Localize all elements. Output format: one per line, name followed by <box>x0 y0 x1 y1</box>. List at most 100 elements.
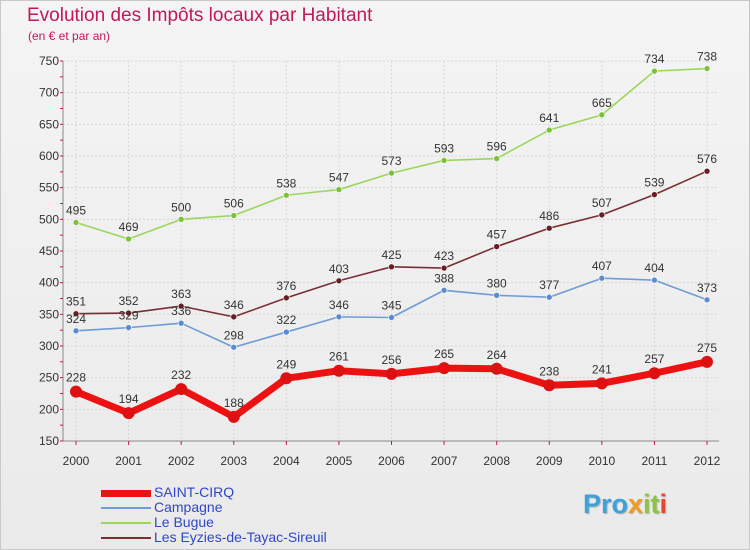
data-label: 329 <box>119 309 139 323</box>
data-label: 539 <box>644 176 664 190</box>
data-point <box>177 216 185 223</box>
x-tick-label: 2006 <box>378 454 405 468</box>
data-point <box>545 126 553 134</box>
data-point <box>595 377 608 390</box>
x-tick-label: 2003 <box>220 454 247 468</box>
data-point <box>385 367 398 380</box>
data-label: 249 <box>276 357 296 371</box>
x-tick-label: 2000 <box>63 454 90 468</box>
logo-part-2: x <box>628 489 644 519</box>
data-point <box>648 367 661 380</box>
data-label: 298 <box>224 328 244 342</box>
legend-label: Les Eyzies-de-Tayac-Sireuil <box>154 529 327 545</box>
data-point <box>598 211 606 219</box>
data-label: 425 <box>381 248 401 262</box>
legend-swatch <box>101 490 151 497</box>
legend-label: Campagne <box>154 499 223 515</box>
data-label: 506 <box>224 197 244 211</box>
y-tick-label: 750 <box>39 54 59 68</box>
data-point <box>651 67 658 75</box>
legend-swatch <box>101 507 151 509</box>
data-point <box>493 292 500 299</box>
series-layer <box>70 65 713 423</box>
data-label: 538 <box>276 176 296 190</box>
data-point <box>701 355 713 368</box>
data-point <box>283 294 290 302</box>
data-point <box>440 264 448 272</box>
data-label: 404 <box>644 261 664 275</box>
logo-part-1: Pro <box>583 489 629 519</box>
data-label: 403 <box>329 262 349 276</box>
legend-label: Le Bugue <box>154 514 214 530</box>
data-point <box>388 314 395 321</box>
data-point <box>493 155 500 162</box>
data-point <box>230 343 238 351</box>
data-label: 576 <box>697 152 717 166</box>
data-label: 495 <box>66 204 86 218</box>
x-tick-label: 2011 <box>642 454 668 468</box>
data-point <box>283 328 290 336</box>
logo-part-3: it <box>643 489 660 519</box>
data-point <box>440 286 448 294</box>
chart-subtitle: (en € et par an) <box>28 29 111 43</box>
data-label: 346 <box>329 298 349 312</box>
x-tick-label: 2004 <box>273 454 300 468</box>
chart-title: Evolution des Impôts locaux par Habitant <box>27 5 373 26</box>
data-point <box>388 263 395 271</box>
x-tick-label: 2009 <box>536 454 563 468</box>
data-point <box>598 111 606 119</box>
data-label: 457 <box>487 228 507 242</box>
y-tick-label: 700 <box>39 86 59 100</box>
data-label: 593 <box>434 141 454 155</box>
x-tick-label: 2005 <box>326 454 353 468</box>
data-point <box>177 302 185 310</box>
x-tick-label: 2010 <box>588 454 615 468</box>
data-label: 194 <box>119 392 139 406</box>
data-label: 596 <box>487 140 507 154</box>
y-tick-label: 150 <box>39 434 59 448</box>
data-label: 346 <box>224 298 244 312</box>
data-label: 232 <box>171 368 191 382</box>
legend-swatch <box>101 522 151 524</box>
data-label: 665 <box>592 96 612 110</box>
data-label: 373 <box>697 281 717 295</box>
data-label: 507 <box>592 196 612 210</box>
y-tick-label: 550 <box>39 181 59 195</box>
data-point <box>335 277 343 285</box>
proxiti-logo: Proxiti <box>583 489 667 520</box>
data-label: 261 <box>329 350 349 364</box>
data-label: 500 <box>171 200 191 214</box>
x-tick-label: 2012 <box>694 454 721 468</box>
data-point <box>335 186 343 193</box>
data-label: 547 <box>329 171 349 185</box>
data-point <box>125 324 132 331</box>
y-tick-label: 400 <box>39 276 59 290</box>
data-point <box>703 296 711 304</box>
data-label: 486 <box>539 209 559 223</box>
x-tick-label: 2001 <box>115 454 142 468</box>
data-point <box>438 362 451 375</box>
data-label: 377 <box>539 278 559 292</box>
data-point <box>703 167 711 175</box>
data-label: 188 <box>224 396 244 410</box>
data-label: 264 <box>487 348 507 362</box>
data-point <box>280 372 293 385</box>
y-tick-label: 250 <box>39 371 59 385</box>
data-label: 469 <box>119 220 139 234</box>
data-label: 256 <box>381 353 401 367</box>
data-label: 407 <box>592 259 612 273</box>
data-point <box>283 191 290 199</box>
data-label: 734 <box>644 52 664 66</box>
data-point <box>230 212 238 219</box>
data-point <box>332 364 345 377</box>
data-point <box>651 191 658 198</box>
data-point <box>72 219 80 226</box>
data-label: 388 <box>434 271 454 285</box>
data-label: 738 <box>697 50 717 64</box>
x-tick-label: 2007 <box>431 454 458 468</box>
data-point <box>598 274 606 282</box>
data-point <box>493 243 500 250</box>
data-label: 257 <box>644 352 664 366</box>
